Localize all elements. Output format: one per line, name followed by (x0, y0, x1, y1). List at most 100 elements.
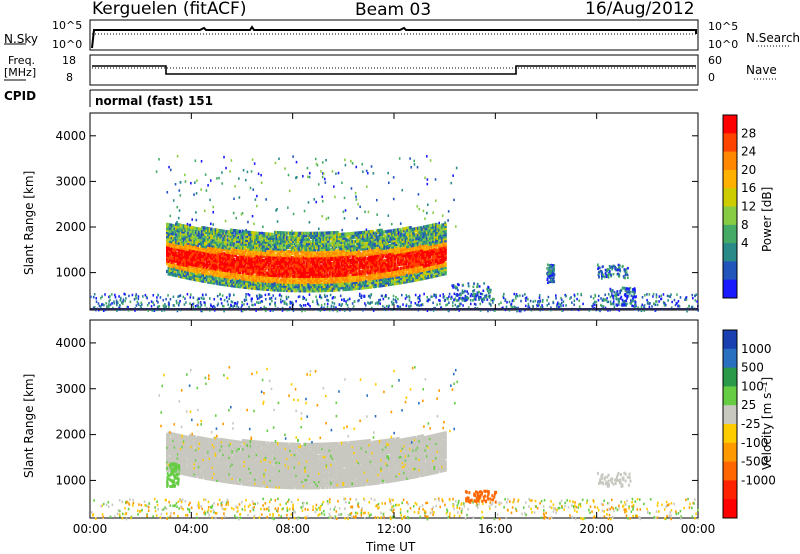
power-cell (200, 273, 204, 277)
power-cell (371, 244, 374, 248)
power-cell (255, 250, 259, 254)
power-cell (352, 241, 356, 246)
power-cell (252, 266, 256, 270)
power-cell (349, 234, 353, 238)
power-cell (331, 286, 335, 290)
power-cell (240, 277, 244, 281)
power-cell (394, 230, 397, 234)
power-cell (278, 239, 282, 243)
power-cell (182, 263, 186, 267)
power-cell (441, 235, 444, 240)
power-cell (442, 268, 446, 272)
power-cell (409, 267, 412, 271)
power-cell (264, 248, 268, 252)
power-cell (356, 264, 359, 268)
power-cell (322, 276, 326, 280)
power-cell (346, 252, 350, 256)
power-cell (226, 248, 230, 252)
power-cell (345, 275, 348, 279)
power-cell (286, 254, 289, 258)
power-cell (269, 269, 272, 273)
power-cell (231, 241, 234, 245)
power-cell (421, 227, 424, 232)
power-cell (232, 237, 236, 241)
power-cell (416, 303, 418, 307)
power-cell (422, 272, 426, 276)
power-cell (337, 284, 341, 288)
power-cell (374, 274, 377, 278)
power-cell (357, 286, 361, 290)
power-cell (156, 299, 158, 303)
power-cell (377, 235, 380, 239)
power-cell (390, 261, 394, 266)
power-cell (289, 250, 292, 254)
power-cell (270, 273, 274, 277)
power-cell (418, 277, 421, 281)
power-cell (439, 225, 443, 230)
power-cell (377, 237, 380, 241)
power-cell (418, 273, 421, 277)
power-cell (397, 248, 400, 252)
nsearch-tick-top: 10^5 (708, 20, 739, 33)
power-cell (204, 244, 207, 249)
power-cell (234, 247, 237, 251)
power-cell (243, 303, 245, 306)
power-cell (276, 272, 280, 276)
power-cell (251, 282, 254, 286)
power-cell (229, 271, 233, 275)
power-cell (346, 265, 350, 269)
power-cell (214, 257, 218, 261)
power-cell (188, 240, 192, 244)
power-cell (190, 236, 193, 240)
power-cell (381, 240, 385, 244)
power-cell (181, 226, 184, 230)
power-cell (255, 282, 259, 287)
power-cell (200, 246, 204, 250)
power-cell (184, 247, 187, 251)
power-cell (318, 250, 321, 254)
power-cell (167, 233, 171, 237)
power-cell (418, 265, 421, 269)
power-cell (178, 250, 181, 254)
power-cell (397, 277, 400, 281)
power-cell (342, 242, 345, 247)
power-cell (187, 262, 190, 266)
power-cell (339, 236, 342, 241)
power-cell (387, 252, 391, 256)
power-cell (357, 270, 361, 274)
power-cell (409, 242, 412, 246)
power-cell (280, 270, 283, 274)
power-cell (444, 272, 447, 276)
power-cell (316, 272, 320, 276)
power-cell (380, 267, 383, 271)
power-cell (280, 284, 283, 288)
power-cell (377, 268, 380, 272)
power-cell (289, 260, 292, 264)
power-cell (234, 262, 237, 266)
power-cell (219, 247, 222, 251)
power-cell (398, 238, 402, 242)
power-cell (532, 300, 535, 303)
power-cell (432, 233, 435, 237)
power-cell (199, 260, 203, 264)
power-cell (314, 264, 318, 268)
power-cell (197, 247, 201, 252)
power-cell (430, 260, 434, 264)
power-cell (418, 253, 421, 257)
power-cell (375, 266, 379, 270)
power-cell (539, 308, 542, 312)
power-cell (438, 271, 441, 275)
power-cell (251, 253, 254, 257)
power-cell (208, 235, 212, 239)
power-cell (246, 240, 250, 245)
power-cell (442, 239, 446, 243)
power-cell (299, 248, 303, 252)
power-cell (273, 269, 277, 274)
power-cell (257, 246, 260, 250)
power-cell (249, 272, 253, 276)
power-cell (214, 265, 218, 269)
power-cell (286, 243, 289, 247)
power-cell (316, 266, 320, 270)
power-cell (208, 280, 212, 284)
power-cell (213, 267, 216, 271)
